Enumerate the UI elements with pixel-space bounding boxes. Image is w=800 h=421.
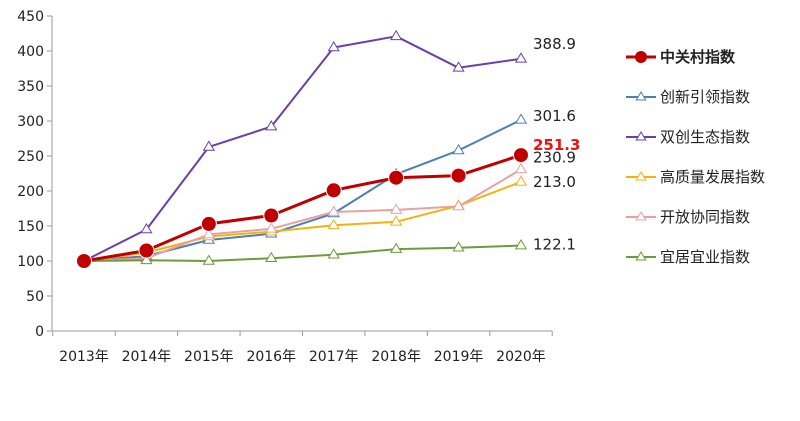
data-label: 230.9 bbox=[533, 148, 576, 166]
series-1 bbox=[76, 147, 529, 269]
data-point bbox=[202, 254, 215, 265]
data-point bbox=[390, 203, 403, 214]
series-line bbox=[83, 118, 522, 262]
x-tick-label: 2018年 bbox=[371, 349, 421, 365]
y-tick-label: 400 bbox=[17, 44, 44, 60]
legend-marker bbox=[635, 91, 647, 101]
data-point bbox=[327, 205, 340, 216]
data-point bbox=[452, 61, 465, 72]
legend-item-4: 高质量发展指数 bbox=[626, 168, 765, 186]
chart-axes: 0 50 100 150 200 250 300 350 400 450 2013年 2014年 201… bbox=[17, 9, 553, 365]
legend-marker bbox=[635, 131, 647, 141]
legend-marker bbox=[635, 171, 647, 181]
series-line bbox=[83, 168, 522, 262]
data-label: 213.0 bbox=[533, 173, 576, 191]
data-point bbox=[138, 242, 155, 259]
series-layer bbox=[76, 29, 529, 269]
data-point bbox=[452, 143, 465, 155]
data-point bbox=[76, 253, 92, 269]
data-point bbox=[388, 169, 405, 186]
data-point bbox=[327, 248, 340, 259]
data-point bbox=[265, 222, 278, 233]
series-line bbox=[83, 153, 522, 263]
data-label: 251.3 bbox=[533, 136, 580, 154]
data-point bbox=[390, 29, 403, 41]
data-point bbox=[514, 113, 528, 124]
series-line bbox=[83, 180, 522, 262]
x-tick-label: 2019年 bbox=[434, 349, 484, 365]
data-point bbox=[140, 253, 153, 265]
data-point bbox=[327, 41, 340, 52]
data-label: 388.9 bbox=[533, 35, 576, 53]
legend-item-5: 开放协同指数 bbox=[626, 208, 750, 226]
series-2 bbox=[77, 113, 528, 265]
legend-item-6: 宜居宜业指数 bbox=[626, 248, 750, 266]
y-tick-label: 150 bbox=[17, 219, 44, 235]
data-point bbox=[325, 182, 342, 199]
y-tick-label: 0 bbox=[35, 324, 44, 340]
x-tick-label: 2016年 bbox=[246, 349, 296, 365]
legend-label: 双创生态指数 bbox=[660, 128, 750, 146]
data-point bbox=[514, 52, 528, 63]
legend-marker bbox=[635, 51, 647, 63]
data-point bbox=[452, 199, 465, 211]
data-point bbox=[390, 242, 403, 253]
data-point bbox=[140, 223, 153, 234]
y-tick-label: 100 bbox=[17, 254, 44, 270]
legend-label: 开放协同指数 bbox=[660, 208, 750, 226]
x-tick-label: 2015年 bbox=[184, 349, 234, 365]
x-tick-label: 2014年 bbox=[122, 349, 172, 365]
legend-label: 创新引领指数 bbox=[660, 88, 750, 106]
y-tick-label: 250 bbox=[17, 149, 44, 165]
legend-label: 宜居宜业指数 bbox=[660, 248, 750, 266]
legend-item-3: 双创生态指数 bbox=[626, 128, 750, 146]
data-label: 122.1 bbox=[533, 236, 576, 254]
data-point bbox=[452, 241, 465, 252]
y-tick-label: 300 bbox=[17, 114, 44, 130]
y-tick-label: 200 bbox=[17, 184, 44, 200]
data-point bbox=[514, 162, 528, 174]
legend-item-2: 创新引领指数 bbox=[626, 88, 750, 106]
y-tick-label: 350 bbox=[17, 79, 44, 95]
data-point bbox=[202, 140, 215, 151]
x-tick-label: 2013年 bbox=[59, 349, 109, 365]
data-point bbox=[327, 218, 340, 230]
series-line bbox=[83, 244, 522, 262]
data-point bbox=[450, 167, 467, 184]
data-label: 301.6 bbox=[533, 107, 576, 125]
series-line bbox=[83, 35, 522, 262]
data-point bbox=[200, 215, 217, 232]
y-tick-label: 50 bbox=[26, 289, 44, 305]
data-point bbox=[514, 175, 528, 186]
y-tick-label: 450 bbox=[17, 9, 44, 25]
data-point bbox=[202, 227, 215, 239]
end-labels-layer: 301.6 388.9 213.0 230.9 122.1 251.3 bbox=[533, 35, 580, 254]
data-point bbox=[265, 120, 278, 131]
data-point bbox=[265, 251, 278, 262]
data-point bbox=[513, 147, 529, 164]
legend-label: 高质量发展指数 bbox=[660, 168, 765, 186]
legend-marker bbox=[635, 251, 647, 261]
data-point bbox=[263, 207, 280, 224]
x-tick-label: 2020年 bbox=[496, 349, 546, 365]
legend-marker bbox=[635, 211, 647, 221]
legend-label: 中关村指数 bbox=[660, 48, 736, 66]
legend-item-1: 中关村指数 bbox=[626, 48, 736, 66]
data-point bbox=[390, 215, 403, 226]
x-tick-label: 2017年 bbox=[309, 349, 359, 365]
data-point bbox=[514, 239, 528, 250]
